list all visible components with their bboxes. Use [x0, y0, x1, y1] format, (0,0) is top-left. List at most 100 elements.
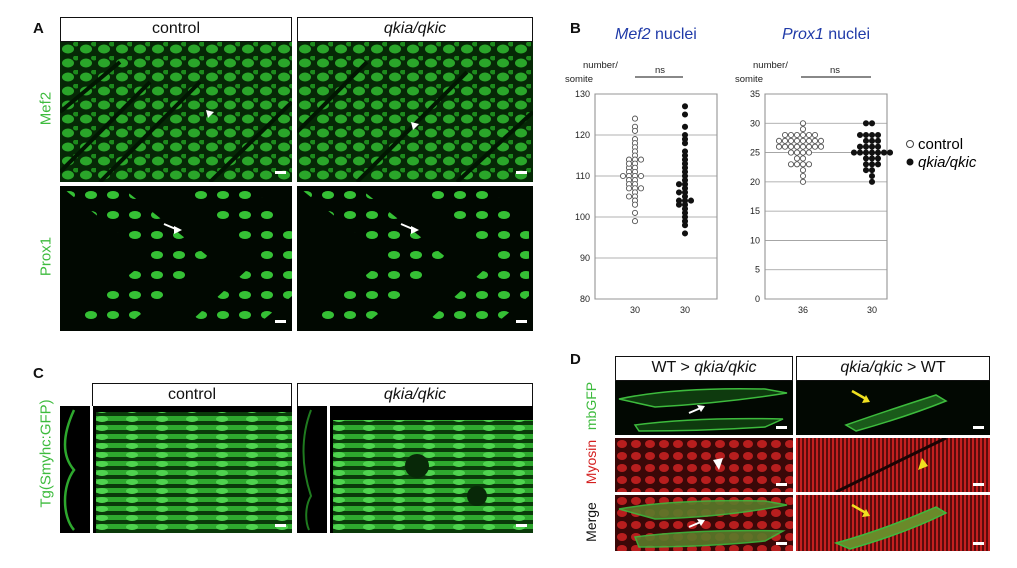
legend-control-label: control	[918, 136, 963, 153]
control-point	[793, 131, 801, 139]
y-tick-label: 120	[575, 130, 590, 140]
control-point	[805, 149, 813, 156]
mutant-point	[868, 120, 876, 127]
mutant-point	[687, 197, 695, 204]
micrograph-d-mbgfp-col1	[615, 381, 793, 435]
control-point	[637, 185, 645, 192]
mutant-point	[856, 131, 864, 139]
panel-d-header-col1: WT > qkia/qkic	[615, 356, 793, 381]
smyhc-control-texture	[60, 406, 292, 533]
control-point	[793, 143, 801, 150]
control-point	[805, 131, 813, 139]
mutant-point	[681, 111, 689, 118]
mutant-point	[681, 140, 689, 147]
control-point	[631, 115, 639, 122]
arrowhead-icon	[713, 458, 723, 470]
mutant-point	[868, 143, 876, 150]
control-point	[799, 149, 807, 156]
control-point	[787, 143, 795, 150]
mutant-point	[681, 123, 689, 130]
mef2-chart-title: Mef2 nuclei	[615, 26, 697, 43]
control-point	[817, 137, 825, 144]
control-point	[799, 161, 807, 168]
row-label-mbgfp-wrap: mbGFP	[576, 376, 606, 438]
mutant-point	[862, 161, 870, 168]
prox1-ylabel-line1: number/	[753, 60, 788, 71]
myosin-col1-texture	[615, 438, 793, 492]
mutant-point	[874, 143, 882, 150]
mutant-point	[868, 178, 876, 185]
merge-col2-texture	[796, 495, 990, 551]
control-point	[817, 143, 825, 150]
prox1-ylabel-line2: somite	[735, 74, 763, 85]
mutant-point	[862, 149, 870, 156]
scale-bar	[973, 426, 984, 429]
y-tick-label: 0	[755, 294, 760, 304]
scale-bar	[516, 524, 527, 527]
micrograph-a-mef2-mutant	[297, 42, 533, 182]
control-point	[787, 149, 795, 156]
control-point	[799, 143, 807, 150]
y-tick-label: 5	[755, 265, 760, 275]
control-point	[793, 149, 801, 156]
y-tick-label: 80	[580, 294, 590, 304]
control-point	[799, 172, 807, 180]
micrograph-d-merge-col2	[796, 495, 990, 551]
control-point	[625, 185, 633, 192]
mutant-point	[675, 201, 683, 208]
mutant-point	[856, 143, 864, 150]
x-tick-label: 30	[630, 305, 640, 315]
micrograph-d-myosin-col2	[796, 438, 990, 492]
panel-a-header-mutant: qkia/qkic	[297, 17, 533, 42]
y-tick-label: 90	[580, 253, 590, 263]
mbgfp-col1-texture	[615, 381, 793, 435]
arrow-icon	[697, 405, 705, 412]
row-label-mbgfp: mbGFP	[583, 381, 599, 431]
plot-frame	[764, 93, 888, 300]
control-point	[637, 156, 645, 163]
control-point	[781, 143, 789, 150]
control-point	[787, 137, 795, 144]
mutant-point	[862, 131, 870, 139]
mef2-ylabel-line1: number/	[583, 60, 618, 71]
mutant-point	[862, 155, 870, 162]
control-point	[799, 120, 807, 127]
legend-mutant-label: qkia/qkic	[918, 154, 977, 171]
control-point	[799, 126, 807, 133]
merge-col1-texture	[615, 495, 793, 551]
control-point	[781, 131, 789, 139]
panel-c-header-mutant: qkia/qkic	[297, 383, 533, 408]
row-label-mbgfp2-wrap	[596, 432, 616, 494]
control-point	[811, 131, 819, 139]
control-point	[811, 137, 819, 144]
control-point	[793, 155, 801, 162]
mutant-point	[675, 189, 683, 196]
scale-bar	[776, 542, 787, 545]
y-tick-label: 20	[750, 177, 760, 187]
micrograph-a-prox1-mutant	[297, 186, 533, 331]
mutant-point	[874, 137, 882, 144]
y-tick-label: 10	[750, 235, 760, 245]
scale-bar	[776, 483, 787, 486]
yellow-arrow-icon	[862, 395, 870, 403]
mutant-point	[862, 143, 870, 150]
panel-c-label: C	[33, 365, 44, 382]
control-point	[799, 137, 807, 144]
mutant-point	[868, 172, 876, 180]
mutant-point	[681, 222, 689, 229]
yellow-arrowhead-icon	[918, 458, 928, 470]
mutant-point	[886, 149, 894, 156]
control-point	[799, 155, 807, 162]
control-point	[793, 137, 801, 144]
scale-bar	[973, 483, 984, 486]
mutant-point	[675, 181, 683, 188]
mutant-point	[874, 131, 882, 139]
micrograph-a-prox1-control	[60, 186, 292, 331]
mutant-point	[862, 167, 870, 174]
control-point	[799, 131, 807, 139]
mutant-point	[856, 149, 864, 156]
x-tick-label: 36	[798, 305, 808, 315]
control-point	[787, 131, 795, 139]
row-label-merge: Merge	[583, 502, 599, 542]
mutant-point	[868, 149, 876, 156]
